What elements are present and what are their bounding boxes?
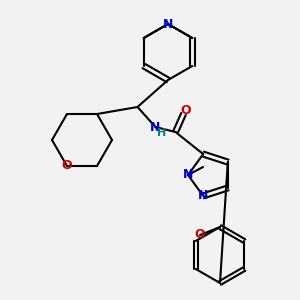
Text: N: N xyxy=(163,17,173,31)
Text: N: N xyxy=(150,121,161,134)
Text: O: O xyxy=(62,160,72,172)
Text: N: N xyxy=(183,169,193,182)
Text: H: H xyxy=(157,128,166,138)
Text: N: N xyxy=(198,189,208,203)
Text: O: O xyxy=(180,103,191,116)
Text: O: O xyxy=(195,229,205,242)
